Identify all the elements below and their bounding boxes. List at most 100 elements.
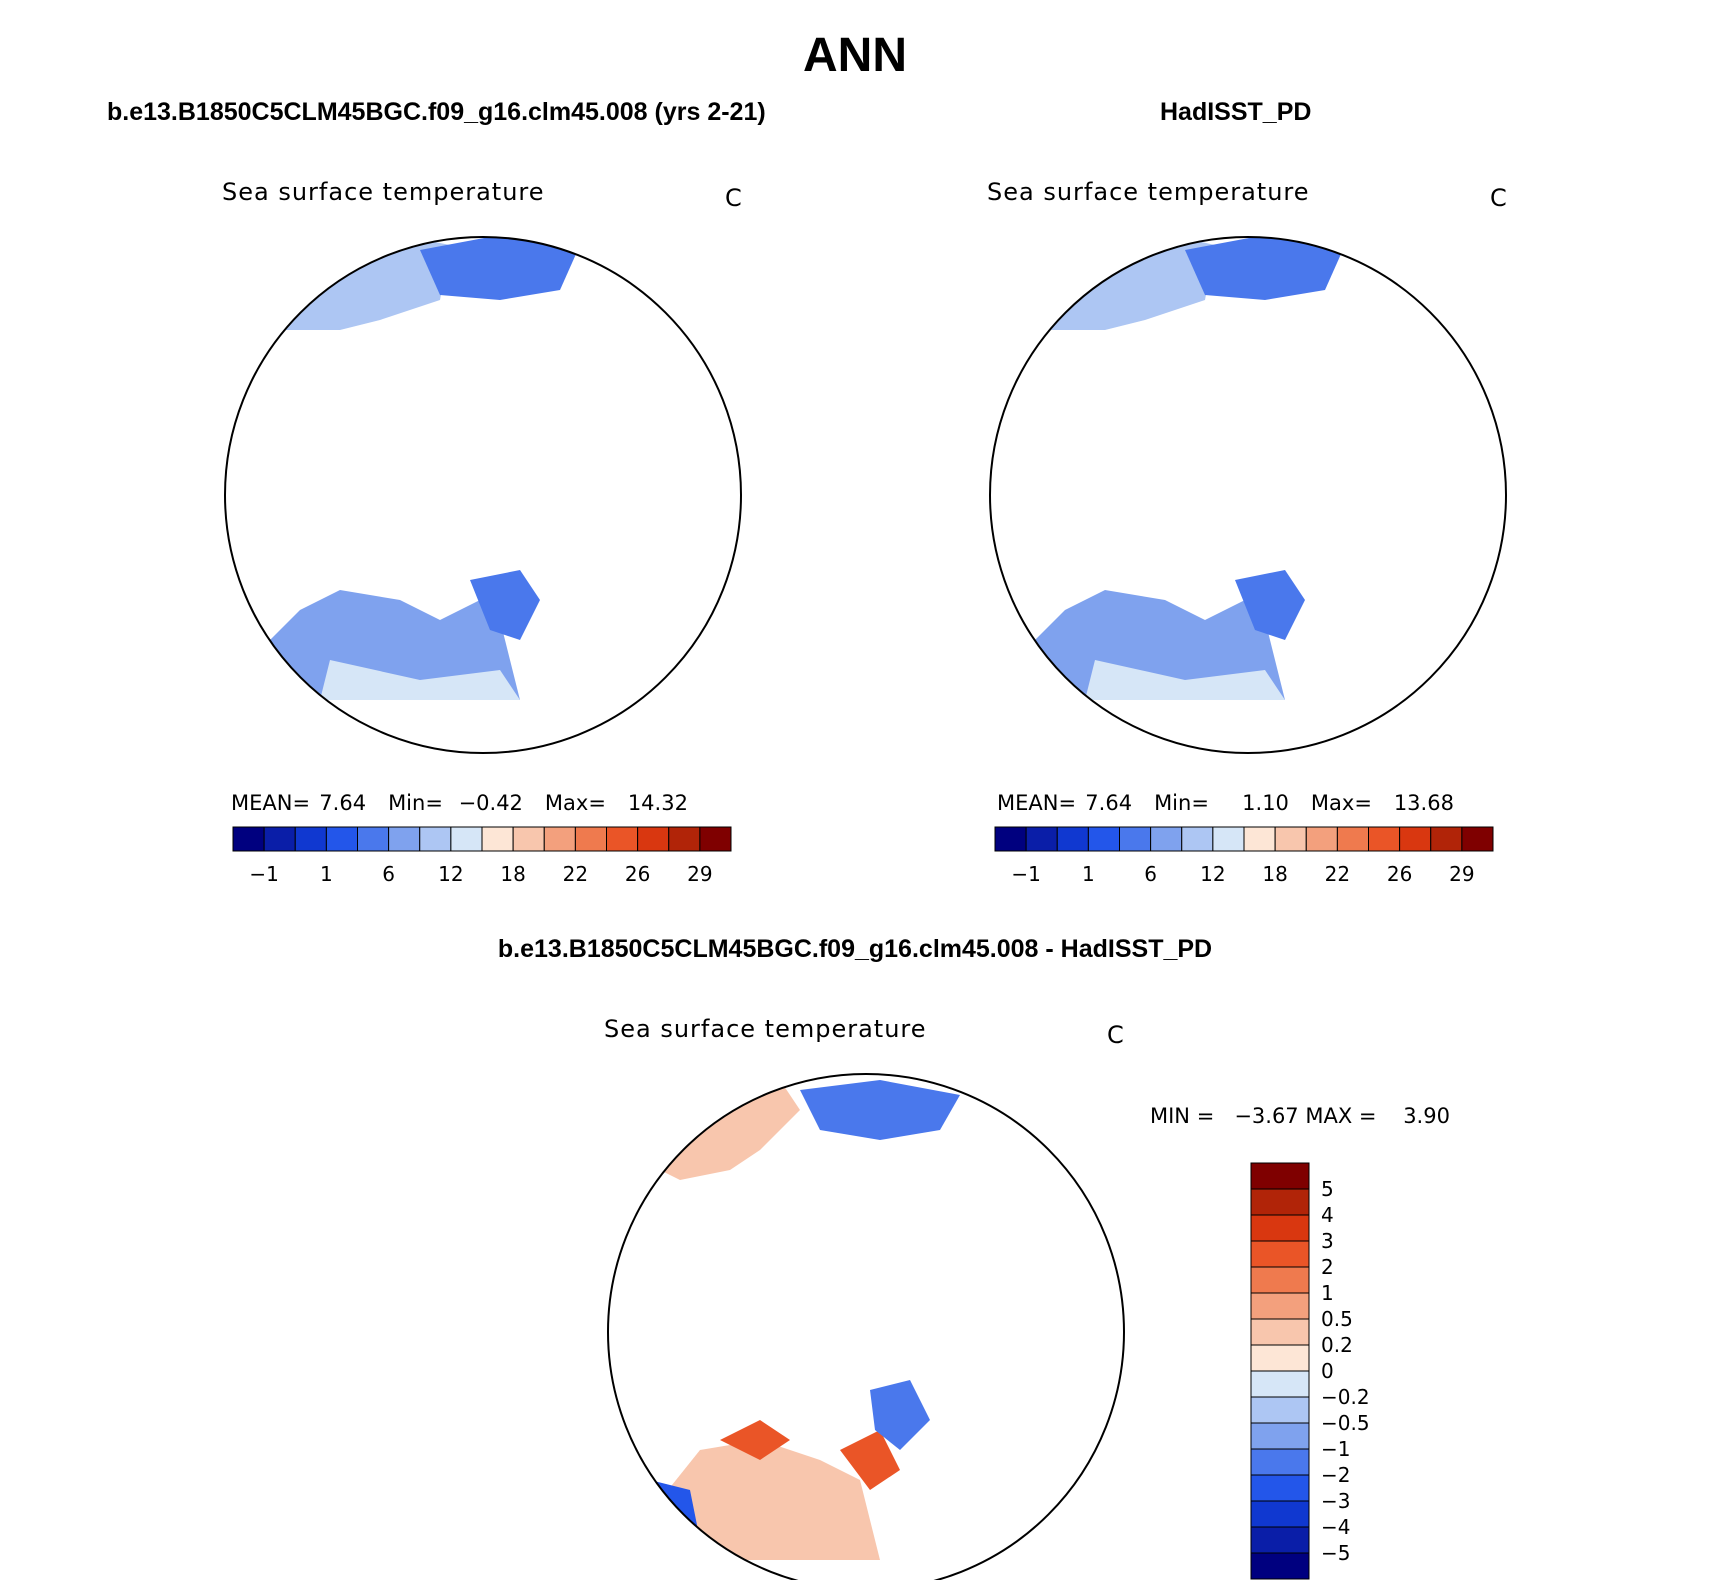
panel-2-colorbar-swatch	[994, 826, 1027, 852]
panel-2-units: C	[1490, 184, 1507, 212]
panel-2-variable-label: Sea surface temperature	[987, 178, 1310, 206]
panel-1-colorbar-tick-label: 26	[625, 862, 650, 886]
panel-1-colorbar-tick-label: 6	[382, 862, 395, 886]
panel-1-colorbar-tick-label: 1	[320, 862, 333, 886]
panel-1-colorbar-swatch	[450, 826, 483, 852]
panel-1-title: b.e13.B1850C5CLM45BGC.f09_g16.clm45.008 …	[107, 98, 766, 126]
panel-2-colorbar-swatch	[1025, 826, 1058, 852]
panel-1-colorbar-swatch	[263, 826, 296, 852]
panel-2-stats: MEAN= 7.64 Min= 1.10 Max= 13.68	[997, 791, 1454, 815]
panel-1-units: C	[725, 184, 742, 212]
max-label: Max=	[1310, 791, 1372, 815]
panel-3-colorbar-tick-label: 3	[1321, 1229, 1334, 1253]
panel-3-colorbar-tick-label: −0.5	[1321, 1411, 1370, 1435]
panel-3-colorbar-swatch	[1250, 1474, 1310, 1502]
panel-1-colorbar-swatch	[574, 826, 607, 852]
min-value: −0.42	[458, 791, 523, 815]
panel-3-colorbar-tick-label: 5	[1321, 1177, 1334, 1201]
panel-2-map-boundary	[989, 236, 1507, 754]
panel-1-colorbar-tick-label: 29	[687, 862, 712, 886]
panel-1-colorbar-swatch	[325, 826, 358, 852]
panel-1-colorbar-swatch	[388, 826, 421, 852]
panel-1-colorbar-swatch	[699, 826, 732, 852]
panel-2-colorbar-tick-label: 22	[1325, 862, 1350, 886]
panel-2-colorbar-swatch	[1305, 826, 1338, 852]
panel-3-colorbar-swatch	[1250, 1240, 1310, 1268]
panel-3-colorbar-swatch	[1250, 1318, 1310, 1346]
max-label: Max=	[544, 791, 606, 815]
panel-3-colorbar-swatch	[1250, 1370, 1310, 1398]
panel-2-colorbar-swatch	[1181, 826, 1214, 852]
min-label: Min=	[1154, 791, 1209, 815]
panel-1-colorbar: −1 1 6 12 18 22 26 29	[232, 826, 732, 886]
panel-2-colorbar-tick-label: 26	[1387, 862, 1412, 886]
panel-2-colorbar-swatch	[1336, 826, 1369, 852]
panel-3-colorbar-tick-label: 1	[1321, 1281, 1334, 1305]
panel-1-variable-label: Sea surface temperature	[222, 178, 545, 206]
panel-3-variable-label: Sea surface temperature	[604, 1015, 927, 1043]
panel-1-colorbar-swatch	[357, 826, 390, 852]
panel-3-stats: MIN = −3.67 MAX = 3.90	[1150, 1104, 1450, 1128]
panel-2-colorbar-tick-label: 12	[1200, 862, 1225, 886]
panel-1-colorbar-swatch	[481, 826, 514, 852]
panel-3-colorbar-tick-label: −0.2	[1321, 1385, 1370, 1409]
panel-2-colorbar-tick-label: 1	[1082, 862, 1095, 886]
panel-3-map-boundary	[607, 1073, 1125, 1580]
mean-label: MEAN=	[997, 791, 1077, 815]
panel-1-colorbar-tick-label: −1	[249, 862, 278, 886]
figure-title: ANN	[803, 29, 907, 82]
panel-3-colorbar-tick-label: 0.2	[1321, 1333, 1353, 1357]
panel-2-title: HadISST_PD	[1160, 98, 1312, 126]
panel-2-colorbar-swatch	[1056, 826, 1089, 852]
max-value: 14.32	[627, 791, 688, 815]
panel-1-colorbar-swatch	[606, 826, 639, 852]
panel-3-units: C	[1107, 1021, 1124, 1049]
panel-3-colorbar-tick-label: −5	[1321, 1541, 1350, 1565]
panel-2-colorbar-swatch	[1430, 826, 1463, 852]
panel-2-colorbar-swatch	[1212, 826, 1245, 852]
panel-2-colorbar-swatch	[1274, 826, 1307, 852]
panel-2-map	[989, 236, 1507, 754]
panel-2-colorbar-swatch	[1087, 826, 1120, 852]
panel-3-colorbar-swatch	[1250, 1526, 1310, 1554]
panel-2-colorbar-tick-label: −1	[1011, 862, 1040, 886]
panel-3-colorbar-swatch	[1250, 1552, 1310, 1580]
panel-3-colorbar-swatch	[1250, 1422, 1310, 1450]
panel-3-colorbar-tick-label: −4	[1321, 1515, 1350, 1539]
panel-3-colorbar-tick-label: 2	[1321, 1255, 1334, 1279]
panel-3-map	[607, 1073, 1125, 1580]
panel-3-colorbar-swatch	[1250, 1266, 1310, 1294]
panel-1-stats: MEAN= 7.64 Min= −0.42 Max= 14.32	[231, 791, 688, 815]
panel-3-colorbar-swatch	[1250, 1500, 1310, 1528]
panel-3-colorbar-tick-label: −2	[1321, 1463, 1350, 1487]
panel-2-colorbar-tick-label: 18	[1262, 862, 1287, 886]
panel-3-colorbar-swatch	[1250, 1396, 1310, 1424]
panel-2-colorbar-swatch	[1119, 826, 1152, 852]
panel-3-colorbar-tick-label: 0.5	[1321, 1307, 1353, 1331]
panel-3-colorbar-tick-label: −1	[1321, 1437, 1350, 1461]
mean-value: 7.64	[1085, 791, 1133, 815]
min-value: 1.10	[1242, 791, 1289, 815]
panel-1-colorbar-tick-label: 22	[563, 862, 588, 886]
panel-3-colorbar-swatch	[1250, 1292, 1310, 1320]
mean-label: MEAN=	[231, 791, 311, 815]
panel-3-colorbar-tick-label: −3	[1321, 1489, 1350, 1513]
panel-2-colorbar: −1 1 6 12 18 22 26 29	[994, 826, 1494, 886]
panel-1-colorbar-swatch	[294, 826, 327, 852]
mean-value: 7.64	[319, 791, 367, 815]
panel-1-map	[224, 236, 914, 754]
panel-2-colorbar-swatch	[1399, 826, 1432, 852]
panel-3-colorbar-tick-label: 0	[1321, 1359, 1334, 1383]
panel-2-colorbar-swatch	[1461, 826, 1494, 852]
panel-3-colorbar-swatch	[1250, 1188, 1310, 1216]
panel-1-colorbar-swatch	[232, 826, 265, 852]
panel-2-colorbar-swatch	[1243, 826, 1276, 852]
panel-1-colorbar-swatch	[419, 826, 452, 852]
panel-2-colorbar-swatch	[1150, 826, 1183, 852]
max-value: 13.68	[1393, 791, 1454, 815]
panel-2-colorbar-tick-label: 6	[1144, 862, 1157, 886]
panel-2-colorbar-swatch	[1368, 826, 1401, 852]
panel-1-colorbar-tick-label: 12	[438, 862, 463, 886]
